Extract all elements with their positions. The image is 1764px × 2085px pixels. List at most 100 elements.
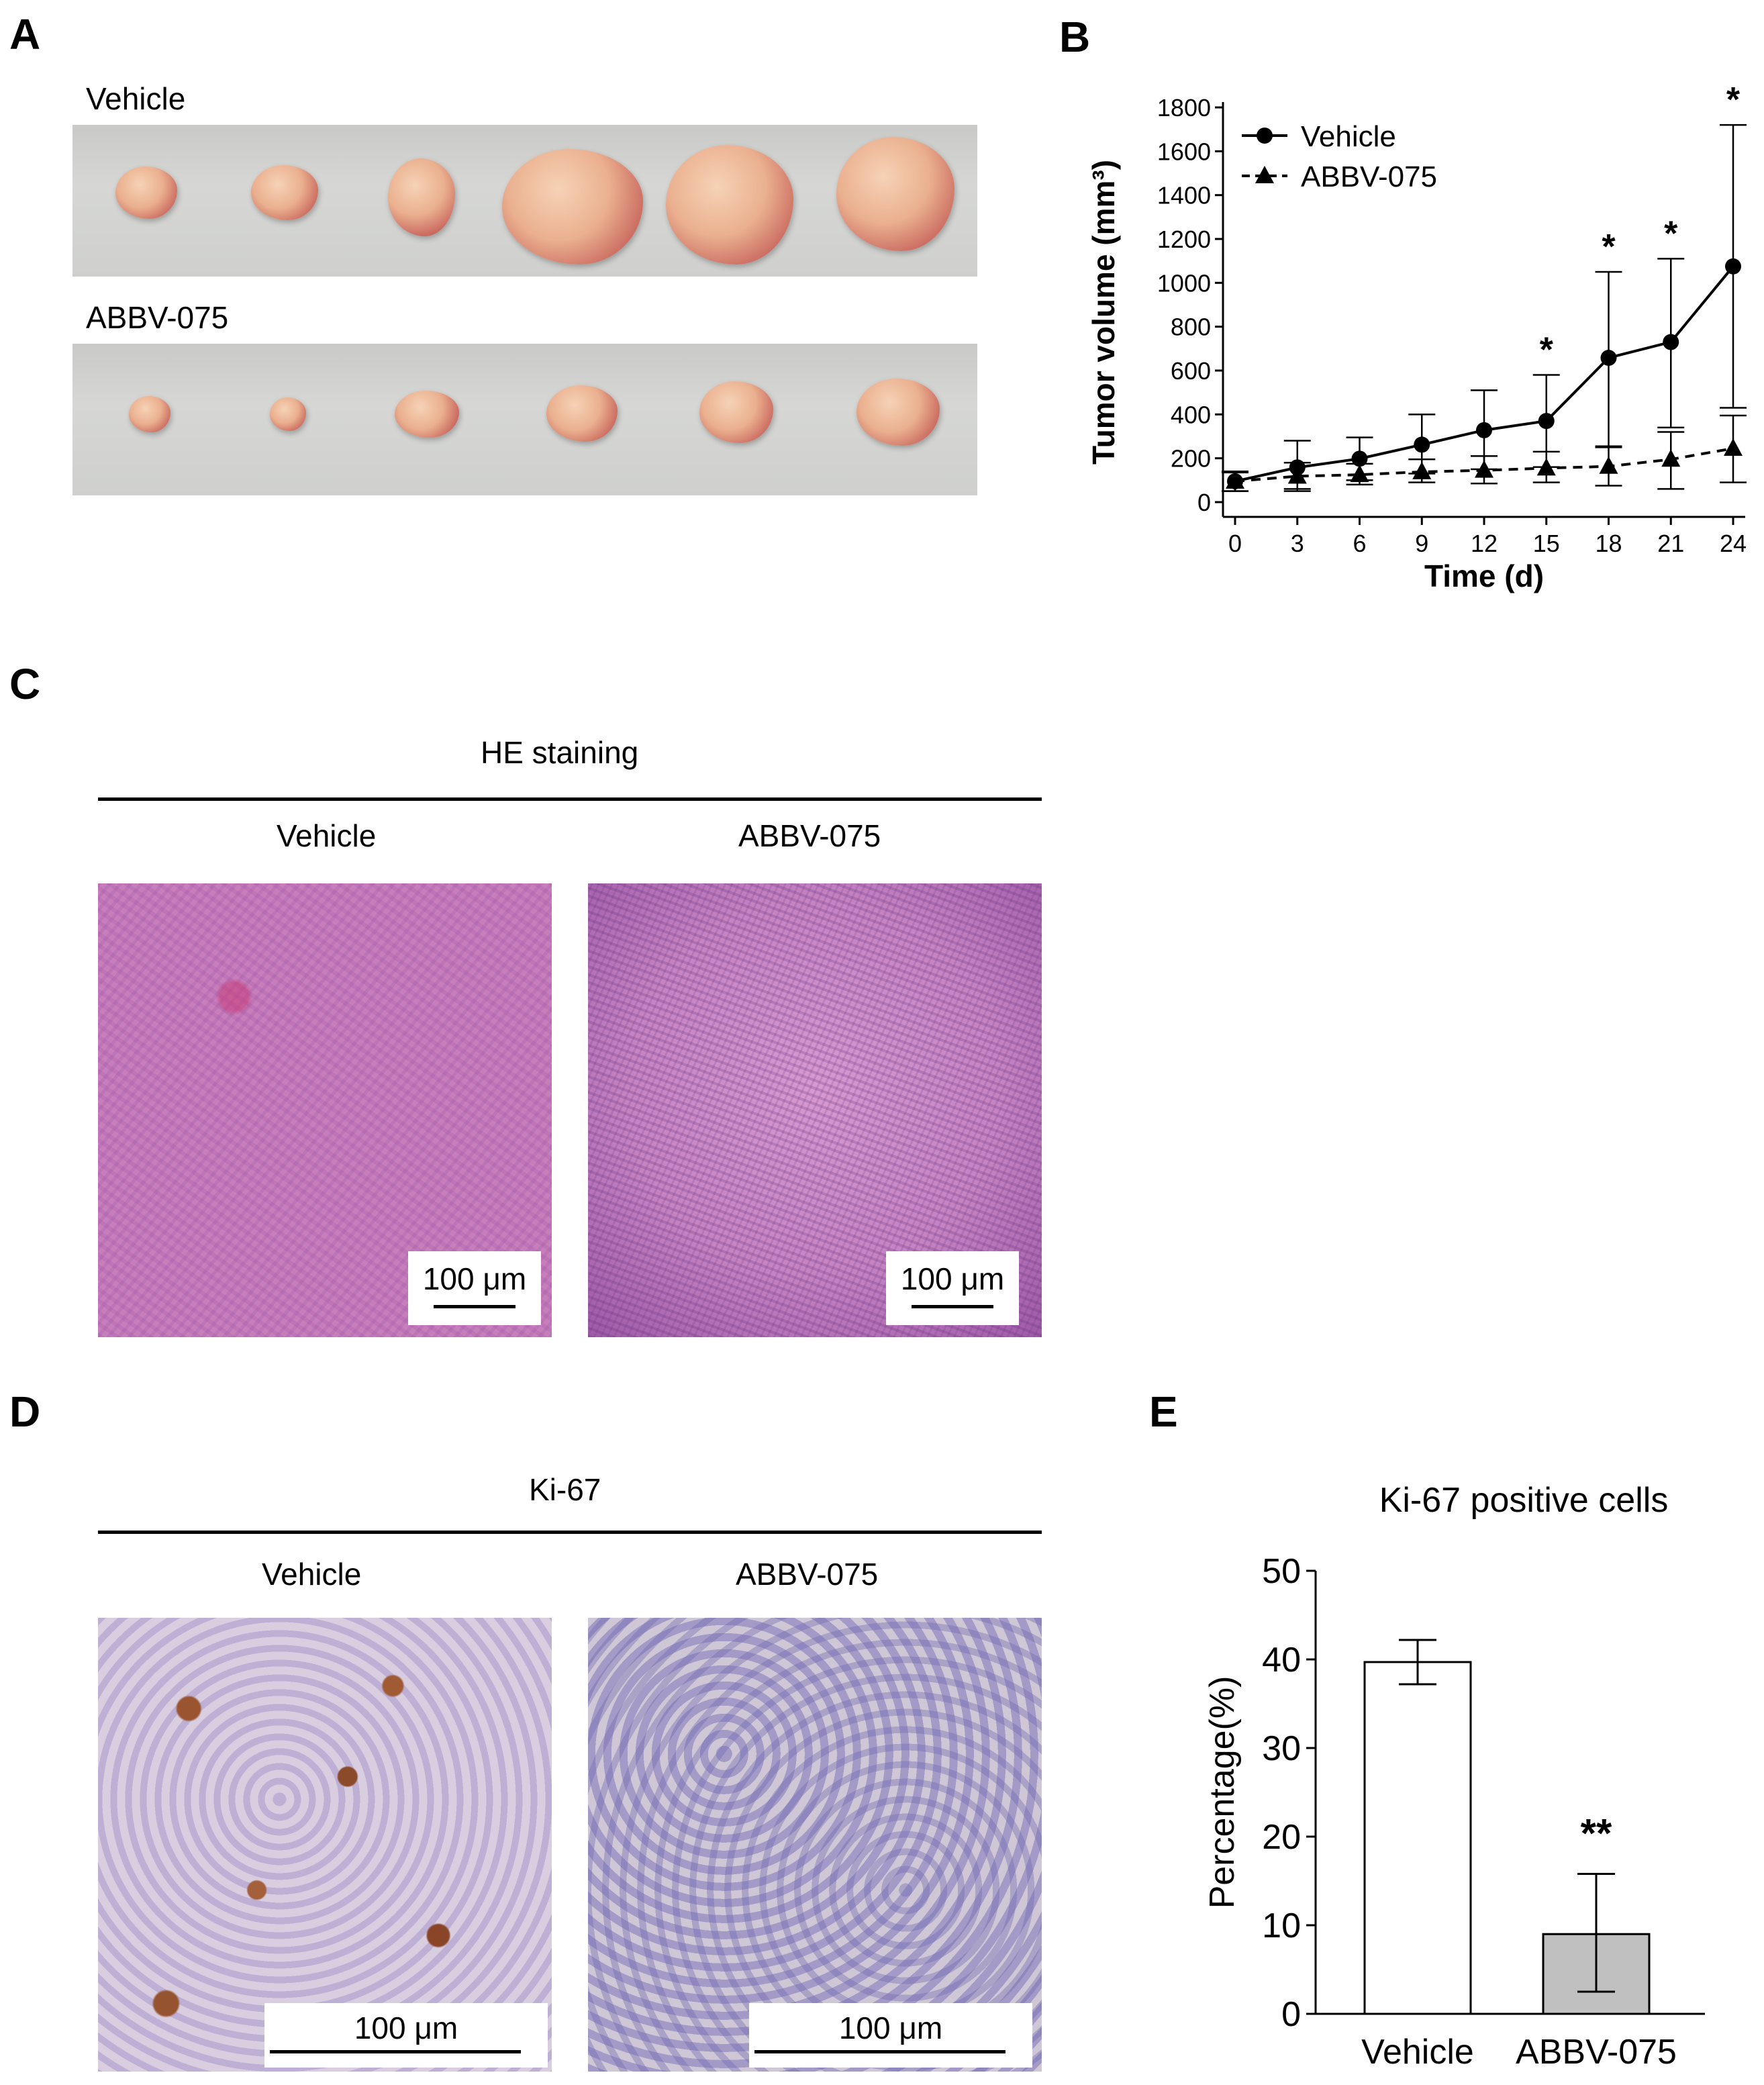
ki67-bar-axes: Ki-67 positive cells 0 10 20 30 40 50 Percentag… [1203, 1481, 1705, 2072]
tumor [699, 381, 773, 443]
y-tick-label: 600 [1171, 357, 1211, 385]
x-tick-label: 18 [1595, 530, 1622, 557]
data-point-vehicle [1600, 350, 1617, 367]
x-tick-label: 3 [1291, 530, 1304, 557]
legend-label: ABBV-075 [1301, 160, 1437, 193]
data-point-abbv [1724, 438, 1743, 456]
data-point-abbv [1412, 461, 1432, 479]
tumor-row-label-vehicle: Vehicle [86, 81, 186, 116]
legend-marker-abbv [1255, 166, 1274, 183]
scale-bar-box: 100 μm [886, 1251, 1019, 1325]
tumor [270, 397, 306, 431]
y-tick-label: 1200 [1157, 226, 1211, 253]
y-tick-label: 1400 [1157, 182, 1211, 209]
scale-bar-box: 100 μm [408, 1251, 541, 1325]
scale-bar [434, 1305, 516, 1308]
legend-marker-vehicle [1257, 128, 1273, 144]
panel-letter-b: B [1059, 13, 1091, 61]
y-tick-label: 10 [1262, 1906, 1301, 1945]
x-tick-label: ABBV-075 [1516, 2033, 1677, 2072]
y-tick-label: 30 [1262, 1729, 1301, 1768]
y-tick-label: 0 [1197, 489, 1211, 516]
significance-star: * [1540, 331, 1554, 370]
data-point-abbv [1661, 449, 1681, 467]
x-tick-label: 6 [1353, 530, 1366, 557]
tumor [115, 166, 177, 219]
chart-title: Ki-67 positive cells [1379, 1481, 1669, 1520]
tumor-volume-marks: * * * * [1222, 81, 1747, 492]
scale-bar [270, 2050, 521, 2053]
significance-star: * [1726, 81, 1741, 119]
y-tick-label: 40 [1262, 1641, 1301, 1680]
tumor [251, 165, 318, 220]
data-point-abbv [1599, 456, 1618, 474]
significance-star: * [1602, 228, 1616, 266]
scale-bar-label: 100 μm [900, 1261, 1005, 1296]
tumor [395, 391, 459, 438]
significance-star: ** [1581, 1810, 1612, 1855]
tumor-row-label-abbv: ABBV-075 [86, 300, 229, 335]
data-point-abbv [1475, 460, 1493, 478]
ki67-header-rule [98, 1531, 1042, 1534]
panel-letter-e: E [1149, 1388, 1178, 1436]
x-axis-title: Time (d) [1424, 559, 1544, 593]
he-image-abbv: 100 μm [588, 883, 1042, 1337]
y-axis-title: Percentage(%) [1203, 1676, 1242, 1909]
tumor-photo-abbv [72, 344, 977, 495]
data-point-vehicle [1663, 334, 1679, 350]
data-point-abbv [1350, 465, 1369, 483]
scale-bar-label: 100 μm [354, 2010, 458, 2045]
ki67-header: Ki-67 [529, 1472, 601, 1507]
data-point-vehicle [1725, 258, 1741, 275]
tumor-volume-axes: 0 200 400 600 800 1000 1200 1400 1600 1800 0 3 6 9 12 1… [1086, 94, 1747, 593]
he-header-rule [98, 797, 1042, 801]
tumor [388, 158, 455, 236]
panel-letter-d: D [9, 1388, 41, 1436]
ki67-image-vehicle: 100 μm [98, 1618, 552, 2072]
x-tick-label: 9 [1415, 530, 1428, 557]
tumor [129, 396, 170, 432]
y-tick-label: 400 [1171, 401, 1211, 428]
tumor [546, 385, 618, 442]
he-staining-header: HE staining [481, 735, 639, 770]
ki67-image-abbv: 100 μm [588, 1618, 1042, 2072]
data-point-abbv [1536, 458, 1556, 476]
x-tick-label: 0 [1228, 530, 1242, 557]
data-point-vehicle [1538, 413, 1555, 430]
panel-letter-c: C [9, 660, 41, 708]
y-tick-label: 200 [1171, 445, 1211, 473]
ki67-bar-marks: ** [1363, 1639, 1651, 2015]
scale-bar-box: 100 μm [749, 2003, 1032, 2068]
y-tick-label: 800 [1171, 313, 1211, 341]
data-point-vehicle [1414, 436, 1430, 453]
scale-bar [754, 2050, 1006, 2053]
tumor-photo-vehicle [72, 125, 977, 277]
x-tick-label: 24 [1720, 530, 1747, 557]
x-tick-label: Vehicle [1361, 2033, 1474, 2072]
scale-bar-box: 100 μm [264, 2003, 548, 2068]
legend-label: Vehicle [1301, 120, 1396, 153]
y-axis-title: Tumor volume (mm³) [1086, 160, 1121, 465]
he-label-vehicle: Vehicle [277, 818, 377, 853]
ki67-bar-chart: Ki-67 positive cells 0 10 20 30 40 50 Percentag… [1203, 1481, 1705, 2072]
ki67-label-abbv: ABBV-075 [736, 1557, 879, 1592]
tumor-volume-legend: Vehicle ABBV-075 [1242, 120, 1437, 193]
x-tick-label: 15 [1533, 530, 1560, 557]
ki67-label-vehicle: Vehicle [262, 1557, 362, 1592]
significance-star: * [1664, 214, 1678, 253]
tumor [836, 137, 954, 251]
data-point-abbv [1226, 471, 1244, 489]
y-tick-label: 50 [1262, 1552, 1301, 1591]
scale-bar-label: 100 μm [422, 1261, 527, 1296]
data-point-vehicle [1351, 450, 1368, 467]
scale-bar [912, 1305, 993, 1308]
he-label-abbv: ABBV-075 [738, 818, 881, 853]
y-tick-label: 1600 [1157, 138, 1211, 165]
tumor [666, 145, 793, 264]
y-tick-label: 1000 [1157, 269, 1211, 297]
tumor-volume-chart: 0 200 400 600 800 1000 1200 1400 1600 1800 0 3 6 9 12 1… [1086, 81, 1747, 593]
tumor [856, 379, 940, 446]
bar-vehicle [1363, 1661, 1472, 2015]
tumor [502, 149, 643, 264]
x-tick-label: 21 [1657, 530, 1684, 557]
